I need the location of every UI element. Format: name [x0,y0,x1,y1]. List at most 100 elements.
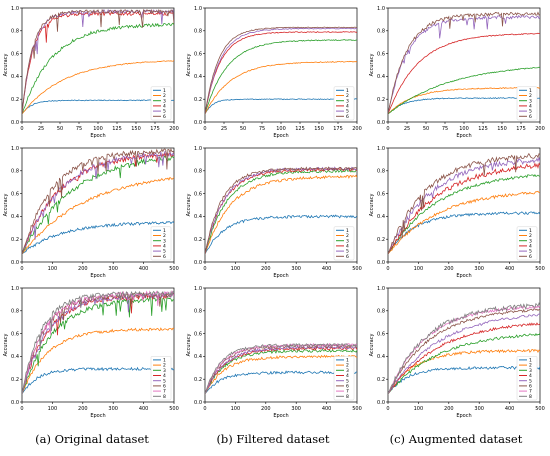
x-axis-label: Epoch [273,133,288,139]
y-tick-label: 0.2 [194,237,202,243]
legend-label: 6 [529,384,532,390]
x-tick-label: 300 [291,266,301,272]
y-tick-label: 1.0 [377,286,385,292]
series-line-5 [22,150,174,255]
y-tick-label: 0.4 [11,354,19,360]
y-tick-label: 0.4 [194,74,202,80]
y-axis-label: Accuracy [369,54,375,77]
y-tick-label: 0.6 [194,191,202,197]
x-tick-label: 150 [314,126,324,132]
y-tick-label: 0.4 [377,74,385,80]
x-tick-label: 0 [20,406,23,412]
x-tick-label: 300 [108,266,118,272]
legend-label: 1 [163,88,166,94]
legend-box [333,356,355,401]
legend-label: 2 [163,93,166,99]
series-line-3 [22,295,174,395]
y-tick-label: 0.6 [11,51,19,57]
series-line-4 [205,31,357,115]
series-line-6 [388,308,540,395]
x-tick-label: 175 [333,126,343,132]
x-tick-label: 100 [231,406,241,412]
series-line-3 [205,39,357,115]
series-group [205,26,357,115]
legend-label: 3 [529,98,532,104]
series-line-1 [205,214,357,255]
x-axis-label: Epoch [456,133,471,139]
legend-label: 5 [163,109,166,115]
x-tick-label: 100 [93,126,103,132]
series-line-8 [22,290,174,395]
x-tick-label: 500 [535,406,545,412]
chart-panel-8: 0.0 0.2 0.4 0.6 0.8 1.0 0 100 200 300 400 500 Epoch A… [186,286,362,419]
series-line-6 [388,11,540,115]
y-tick-label: 0.6 [377,51,385,57]
y-tick-label: 0.2 [377,237,385,243]
plot-frame [387,287,541,403]
x-tick-label: 300 [291,406,301,412]
x-tick-label: 50 [423,126,429,132]
x-tick-label: 25 [38,126,44,132]
x-tick-label: 100 [459,126,469,132]
x-axis-label: Epoch [456,273,471,279]
chart-panel-4: 0.0 0.2 0.4 0.6 0.8 1.0 0 100 200 300 400 500 Epoch A… [3,146,179,279]
x-axis-label: Epoch [273,273,288,279]
legend-label: 6 [163,384,166,390]
y-axis-label: Accuracy [369,334,375,357]
y-tick-label: 0.4 [377,214,385,220]
legend-box [150,356,172,401]
series-group [205,166,357,255]
chart-panel-3: 0.00.20.40.60.81.00 25 50 75 100 125 150 175 200… [369,6,545,139]
series-line-1 [205,370,357,395]
x-tick-label: 200 [352,126,362,132]
legend-label: 2 [529,233,532,239]
legend-label: 2 [346,93,349,99]
series-line-2 [22,176,174,255]
x-tick-label: 0 [203,406,206,412]
series-line-5 [388,157,540,255]
legend-label: 3 [163,238,166,244]
series-line-2 [388,190,540,255]
legend-label: 6 [346,114,349,120]
legend-label: 4 [529,373,532,379]
x-tick-label: 25 [221,126,227,132]
x-tick-label: 200 [444,406,454,412]
series-line-2 [22,60,174,115]
caption-c: (c) Augmented dataset [389,432,523,446]
legend-label: 3 [163,98,166,104]
legend-label: 1 [529,358,532,364]
x-tick-label: 400 [139,406,149,412]
x-tick-label: 500 [535,266,545,272]
y-tick-label: 0.8 [377,29,385,35]
legend-label: 6 [163,114,166,120]
legend-label: 1 [346,88,349,94]
x-tick-label: 200 [78,406,88,412]
caption-a: (a) Original dataset [35,432,149,446]
plot-frame [204,287,358,403]
series-line-2 [205,354,357,395]
y-tick-label: 0.2 [194,97,202,103]
series-line-2 [205,174,357,255]
plot-frame [21,147,175,263]
x-tick-label: 500 [169,406,179,412]
chart-panel-9: 0.0 0.2 0.4 0.6 0.8 1.0 0 100 200 300 400 500 Epoch A… [369,286,545,419]
x-tick-label: 400 [505,266,515,272]
legend-label: 8 [163,394,166,400]
chart-panel-1: 0.00.20.40.60.81.00 25 50 75 100 125 150 175 200… [3,6,179,139]
series-line-1 [388,366,540,395]
legend-label: 2 [163,363,166,369]
series-line-1 [22,366,174,395]
legend-label: 1 [346,358,349,364]
series-line-6 [205,166,357,255]
x-tick-label: 500 [169,266,179,272]
y-tick-label: 0.2 [11,377,19,383]
y-tick-label: 0.4 [11,214,19,220]
x-tick-label: 200 [78,266,88,272]
x-tick-label: 0 [203,266,206,272]
legend-label: 5 [163,378,166,384]
y-tick-label: 0.8 [377,309,385,315]
chart-panel-2: 0.00.20.40.60.81.00 25 50 75 100 125 150 175 200… [186,6,362,139]
